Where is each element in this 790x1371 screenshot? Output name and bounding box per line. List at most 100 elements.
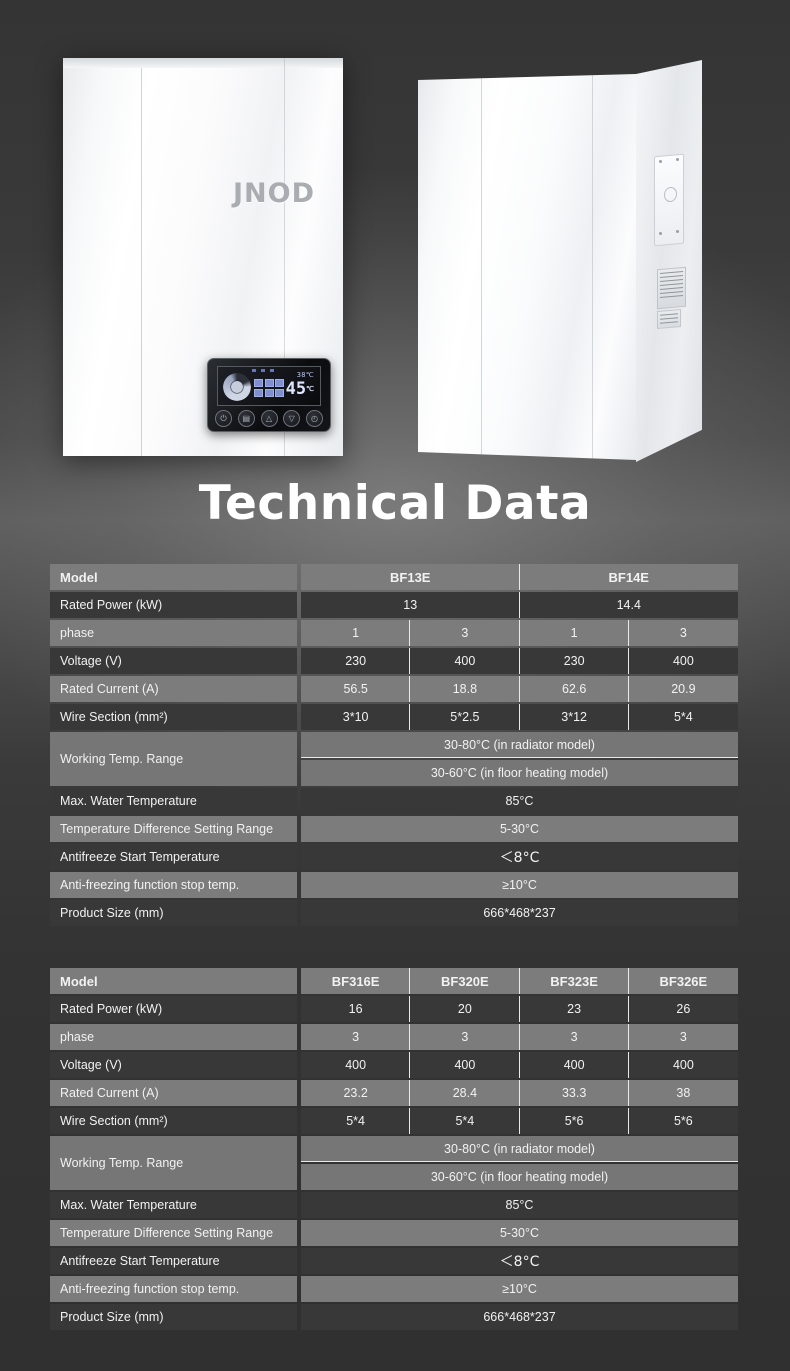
down-arrow-icon[interactable]: ▽ [283,410,301,427]
screw-icon [659,160,662,163]
cell-value: 3 [410,1024,520,1050]
screw-icon [659,232,662,235]
row-label: Rated Power (kW) [50,996,297,1022]
cell-value: 3 [519,1024,629,1050]
cell-value: 23 [519,996,629,1022]
header-col: BF323E [519,968,629,994]
cell-value: 26 [628,996,738,1022]
cell-value: 33.3 [519,1080,629,1106]
screw-icon [676,158,679,161]
table-row: Anti-freezing function stop temp. ≥10°C [50,872,738,898]
lcd-screen: 38℃ 45℃ [217,366,321,406]
cell-value: 5-30°C [301,1220,738,1246]
table-row: Wire Section (mm²) 3*10 5*2.5 3*12 5*4 [50,704,738,730]
table-row: Antifreeze Start Temperature ＜8°C [50,1248,738,1274]
page-title: Technical Data [198,476,592,531]
product-hero: JNOD 38℃ 45℃ ⏻ ▤ △ ▽ [0,0,790,470]
table-row-working-temp-2: 30-60°C (in floor heating model) [50,1164,738,1190]
table-row: Anti-freezing function stop temp. ≥10°C [50,1276,738,1302]
water-temp-value: 45 [285,379,307,399]
cell-value: 18.8 [410,676,520,702]
table-row-header: Model BF316E BF320E BF323E BF326E [50,968,738,994]
header-col: BF316E [301,968,411,994]
gauge-hub-icon [231,381,243,393]
header-label: Model [50,968,297,994]
spec-table-2: Model BF316E BF320E BF323E BF326E Rated … [50,966,738,1332]
boiler-front-image: JNOD 38℃ 45℃ ⏻ ▤ △ ▽ [63,58,343,456]
spec-table-1: Model BF13E BF14E Rated Power (kW) 13 14… [50,562,738,928]
row-label: Wire Section (mm²) [50,704,297,730]
cell-value: 14.4 [519,592,738,618]
cell-value: ≥10°C [301,872,738,898]
header-col: BF320E [410,968,520,994]
table-row: Product Size (mm) 666*468*237 [50,900,738,926]
row-label: Rated Power (kW) [50,592,297,618]
table-row: Max. Water Temperature 85°C [50,1192,738,1218]
table-row-working-temp: Working Temp. Range 30-80°C (in radiator… [50,732,738,786]
cell-value: 1 [519,620,629,646]
table-row: Temperature Difference Setting Range 5-3… [50,816,738,842]
cell-value: 666*468*237 [301,900,738,926]
power-icon[interactable]: ⏻ [215,410,232,427]
cell-value: 5*2.5 [410,704,520,730]
cell-value: 3 [301,1024,411,1050]
cell-value: 5*4 [628,704,738,730]
cell-value: ＜8°C [301,1248,738,1274]
cell-value: ＜8°C [301,844,738,870]
row-label: phase [50,620,297,646]
lcd-top-indicators [252,369,274,372]
header-col: BF326E [628,968,738,994]
cell-value: 13 [301,592,520,618]
cell-value: 30-80°C (in radiator model) [301,1136,738,1162]
row-label: Voltage (V) [50,1052,297,1078]
table-row: Wire Section (mm²) 5*4 5*4 5*6 5*6 [50,1108,738,1134]
row-label: Anti-freezing function stop temp. [50,1276,297,1302]
cell-value: 20 [410,996,520,1022]
cell-value: 38 [628,1080,738,1106]
row-label: phase [50,1024,297,1050]
cell-value: 230 [301,648,411,674]
row-label: Temperature Difference Setting Range [50,1220,297,1246]
boiler-side-panel [636,60,702,462]
table-row: Rated Current (A) 23.2 28.4 33.3 38 [50,1080,738,1106]
boiler-front-body [63,58,343,456]
table-row: Temperature Difference Setting Range 5-3… [50,1220,738,1246]
cell-value: 3 [628,1024,738,1050]
brand-logo: JNOD [233,178,316,209]
cell-value: 5*6 [628,1108,738,1134]
control-panel-front: 38℃ 45℃ ⏻ ▤ △ ▽ ◴ [207,358,331,432]
water-temp-unit: ℃ [306,385,314,393]
row-label: Voltage (V) [50,648,297,674]
cell-value: 400 [519,1052,629,1078]
table-row-header: Model BF13E BF14E [50,564,738,590]
table-row: Product Size (mm) 666*468*237 [50,1304,738,1330]
boiler-angle-body [418,74,636,460]
cell-value: 400 [628,1052,738,1078]
table-row: Antifreeze Start Temperature ＜8°C [50,844,738,870]
cell-value: 5*4 [301,1108,411,1134]
boiler-angle-image: JNOD 38℃ 45℃ ⏻ ▤ △ ▽ [418,60,703,462]
row-label: Product Size (mm) [50,1304,297,1330]
up-arrow-icon[interactable]: △ [260,410,278,427]
cell-value: 30-80°C (in radiator model) [301,732,738,758]
cell-value: 1 [301,620,411,646]
header-group-2: BF14E [519,564,738,590]
cell-value: 23.2 [301,1080,411,1106]
cell-value: 5*6 [519,1108,629,1134]
cell-value: 3 [628,620,738,646]
menu-icon[interactable]: ▤ [237,410,255,427]
table-row: Rated Current (A) 56.5 18.8 62.6 20.9 [50,676,738,702]
row-label: Antifreeze Start Temperature [50,844,297,870]
cell-value: 3*10 [301,704,411,730]
screw-icon [676,230,679,233]
cell-value: 56.5 [301,676,411,702]
mode-icon[interactable]: ◴ [306,410,323,427]
header-label: Model [50,564,297,590]
set-temp-readout: 38℃ [296,371,314,379]
row-label: Rated Current (A) [50,1080,297,1106]
row-label: Product Size (mm) [50,900,297,926]
cell-value: 400 [410,1052,520,1078]
table-row: phase 1 3 1 3 [50,620,738,646]
cell-value: 400 [301,1052,411,1078]
cell-value: 20.9 [628,676,738,702]
